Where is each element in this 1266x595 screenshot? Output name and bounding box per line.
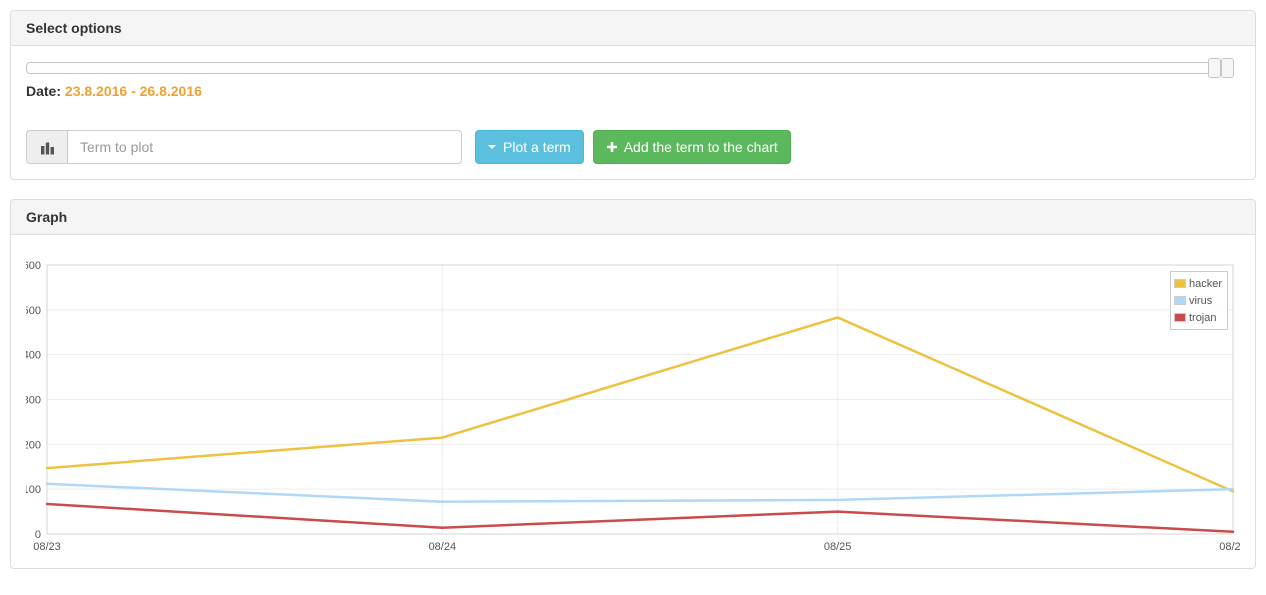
date-label: Date: bbox=[26, 83, 62, 99]
term-input-group bbox=[26, 130, 462, 164]
plot-term-button[interactable]: Plot a term bbox=[475, 130, 584, 164]
legend-label: hacker bbox=[1188, 277, 1222, 290]
legend-color-swatch bbox=[1173, 279, 1186, 288]
chart-legend: hacker virus trojan bbox=[1169, 271, 1228, 330]
graph-panel: Graph 0 100 200 300 400 500 600 08/23 08/24 08/25… bbox=[10, 199, 1256, 569]
caret-down-icon bbox=[488, 145, 496, 149]
slider-handle-end[interactable] bbox=[1221, 58, 1234, 78]
legend-label: virus bbox=[1188, 294, 1213, 307]
graph-header: Graph bbox=[11, 200, 1255, 235]
legend-item: virus bbox=[1173, 292, 1222, 309]
plus-icon bbox=[606, 141, 618, 153]
chart-canvas: 0 100 200 300 400 500 600 08/23 08/24 08/25 08/26 bbox=[26, 260, 1240, 553]
graph-body: 010020030040050060008/2308/2408/2508/26 … bbox=[11, 235, 1255, 568]
y-tick-label: 400 bbox=[26, 350, 41, 362]
select-options-title: Select options bbox=[26, 20, 122, 36]
legend-color-swatch bbox=[1173, 313, 1186, 322]
legend-item: trojan bbox=[1173, 309, 1222, 326]
plot-term-button-label: Plot a term bbox=[503, 139, 571, 155]
select-options-header: Select options bbox=[11, 11, 1255, 46]
y-tick-label: 600 bbox=[26, 260, 41, 272]
y-tick-label: 0 bbox=[35, 529, 41, 541]
y-tick-label: 500 bbox=[26, 305, 41, 317]
y-tick-label: 300 bbox=[26, 395, 41, 407]
select-options-body: Date: 23.8.2016 - 26.8.2016 Plot a term bbox=[11, 46, 1255, 179]
x-tick-label: 08/26 bbox=[1219, 541, 1240, 553]
x-tick-label: 08/25 bbox=[824, 541, 852, 553]
add-term-button-label: Add the term to the chart bbox=[623, 139, 778, 155]
add-term-button[interactable]: Add the term to the chart bbox=[592, 130, 791, 164]
slider-handle-start[interactable] bbox=[1208, 58, 1221, 78]
legend-label: trojan bbox=[1188, 311, 1217, 324]
x-tick-label: 08/23 bbox=[33, 541, 61, 553]
term-controls-row: Plot a term Add the term to the chart bbox=[26, 130, 1240, 164]
x-tick-label: 08/24 bbox=[429, 541, 457, 553]
term-input[interactable] bbox=[67, 130, 462, 164]
y-tick-label: 100 bbox=[26, 484, 41, 496]
graph-title: Graph bbox=[26, 209, 68, 225]
select-options-panel: Select options Date: 23.8.2016 - 26.8.20… bbox=[10, 10, 1256, 180]
bar-chart-icon bbox=[26, 130, 67, 164]
date-range-value: 23.8.2016 - 26.8.2016 bbox=[64, 83, 202, 99]
date-line: Date: 23.8.2016 - 26.8.2016 bbox=[26, 83, 1240, 99]
legend-color-swatch bbox=[1173, 296, 1186, 305]
legend-item: hacker bbox=[1173, 275, 1222, 292]
y-tick-label: 200 bbox=[26, 439, 41, 451]
date-range-slider[interactable] bbox=[26, 58, 1234, 78]
line-chart: 010020030040050060008/2308/2408/2508/26 … bbox=[26, 243, 1240, 561]
